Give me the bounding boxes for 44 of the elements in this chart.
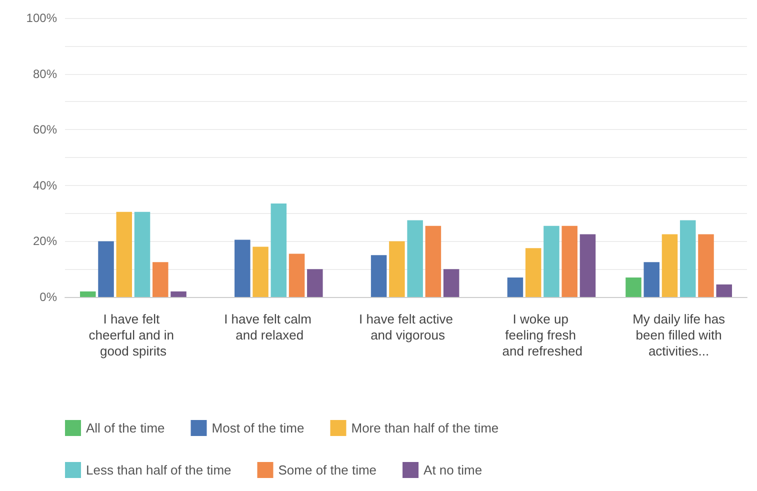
y-tick-label: 60% (32, 122, 58, 137)
y-tick-label: 20% (32, 234, 58, 248)
bar (152, 262, 168, 297)
bar (288, 254, 305, 297)
bar (389, 241, 405, 297)
y-tick-label: 100% (26, 11, 58, 25)
bar (252, 246, 268, 297)
bar (680, 220, 696, 297)
bar (80, 291, 96, 297)
x-tick-label: My daily life has been filled with activities... (632, 312, 726, 358)
legend-label: Most of the time (212, 420, 304, 436)
bar (116, 212, 132, 297)
y-tick-label: 40% (32, 178, 58, 192)
legend-label: All of the time (86, 420, 165, 436)
bar (698, 234, 714, 297)
legend-label: Less than half of the time (86, 462, 232, 478)
bar (170, 291, 186, 297)
x-tick-label: I have felt active and vigorous (359, 312, 453, 342)
bar (580, 234, 596, 297)
bar (662, 234, 678, 297)
bar (270, 204, 287, 297)
bar (544, 226, 560, 297)
bar (626, 277, 642, 297)
bar (562, 226, 578, 297)
x-tick-label: I have felt calm and relaxed (224, 312, 316, 342)
bar (370, 255, 387, 297)
legend-label: At no time (424, 462, 482, 478)
bar (507, 277, 524, 297)
bar (407, 220, 423, 297)
bar (234, 240, 250, 297)
bar (425, 226, 442, 297)
bar (525, 248, 542, 297)
x-tick-label: I woke up feeling fresh and refreshed (502, 312, 583, 358)
legend-label: Some of the time (278, 462, 377, 478)
bar (98, 241, 114, 297)
y-tick-label: 0% (40, 290, 58, 304)
bar (644, 262, 660, 297)
bar (716, 284, 732, 297)
bar (307, 269, 323, 297)
bar (134, 212, 150, 297)
bar (443, 269, 460, 297)
x-tick-label: I have felt cheerful and in good spirits (88, 312, 178, 358)
y-tick-label: 80% (32, 66, 58, 81)
legend-label: More than half of the time (351, 420, 499, 436)
